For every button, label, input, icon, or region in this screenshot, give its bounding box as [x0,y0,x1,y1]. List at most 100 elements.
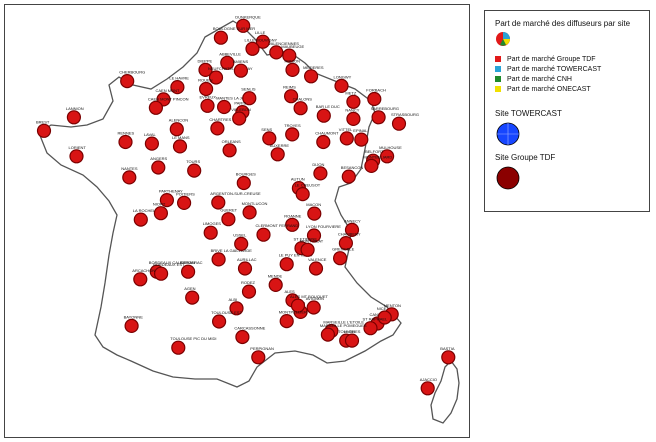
site-marker: TOULOUSE EST [211,310,242,329]
site-marker: ARCACHON [132,268,155,287]
site-label: CAEN MONT [156,88,181,93]
site-label: CHALONS [293,97,313,102]
legend-item-tdf: Part de marché Groupe TDF [495,55,596,64]
site-circle [320,327,335,342]
site-label: HYERES [344,329,361,334]
site-circle [229,301,244,316]
site-label: HIRSON [285,58,301,63]
site-label: LORIENT [69,145,87,150]
site-label: ROUEN [198,78,213,83]
site-circle [236,175,251,191]
site-marker: MENDE [268,273,283,292]
site-marker: AVIGNON [306,296,324,315]
site-label: LONGWY [334,74,352,79]
site-label: NEUFCHATEL EN BRAY [208,66,253,71]
site-label: BRIVE LA GAILLARDE [211,248,253,253]
site-circle [371,110,386,125]
site-marker: POITIERS [176,191,195,210]
site-circle [171,340,186,355]
site-marker: CHAMBERY [338,232,361,251]
site-label: VITTEL [339,127,353,132]
site-label: RODEZ [241,280,256,285]
site-label: NICE [377,306,387,311]
site-label: REIMS [283,85,296,90]
site-circle [308,261,324,276]
site-circle [339,131,354,146]
site-label: MARSEILLE POMEGUES [320,323,367,328]
site-label: ANNECY [344,218,361,223]
site-marker: CHALONS [293,97,313,116]
site-circle [306,300,321,315]
site-marker: LILLE [255,30,270,49]
site-marker: CHERBOURG [119,70,145,89]
legend-panel: Part de marché des diffuseurs par site P… [484,10,650,212]
site-marker: LA ROCHELLE [133,208,161,227]
legend-title: Part de marché des diffuseurs par site [495,19,631,28]
site-marker: LE MANS [172,135,190,154]
site-marker: EPINAL [353,128,369,147]
site-label: ALES MT BOUQUET [290,294,328,299]
site-marker: BORDEAUX EST [153,262,185,281]
site-circle [307,206,322,221]
site-marker: VITTEL [339,127,354,146]
site-circle [364,158,379,173]
site-marker: BASTIA [440,346,456,365]
site-marker: RODEZ [241,280,257,299]
site-circle [151,160,166,175]
site-marker: AJACCIO [420,377,437,396]
site-circle [251,350,266,365]
site-marker: LE PUY EN VELAY [279,253,314,272]
site-marker: HYERES [344,329,361,348]
site-circle [363,321,378,336]
site-label: CHERBOURG [119,70,145,75]
site-circle [367,91,382,107]
site-marker: VALENCIENNES [268,41,299,60]
site-label: LANNION [66,106,84,111]
site-label: VILLEBON [231,107,251,112]
site-circle [181,264,196,279]
site-circle [222,143,237,158]
site-label: GRENOBLE [332,247,355,252]
legend-site-tdf-label: Site Groupe TDF [495,153,556,162]
site-circle [187,163,202,178]
site-label: BASTIA [440,346,455,351]
site-label: PARIS [234,101,246,106]
site-label: TROYES [284,123,301,128]
site-marker: BOURGES [236,172,256,191]
site-label: MENDE [268,273,283,278]
site-marker: MULHOUSE [379,145,402,164]
site-label: SENLIS [241,87,256,92]
site-label: ORLEANS [222,139,241,144]
site-label: ALBI [229,297,238,302]
site-label: ANGERS [150,156,167,161]
site-label: PERPIGNAN [250,346,274,351]
site-label: BESANCON [341,165,364,170]
site-label: CANNES [370,312,387,317]
site-label: STRASBOURG [391,112,419,117]
site-label: BREST [36,119,50,124]
site-circle [344,333,360,348]
site-label: CHARTRES [209,117,231,122]
site-label: LYON FOURVIERE [306,224,341,229]
site-marker: ORLEANS [222,139,241,158]
site-circle [212,314,227,329]
site-label: BELFORT [365,149,384,154]
site-circle [124,318,139,333]
site-marker: GRENOBLE [332,247,355,266]
site-circle [306,228,322,243]
site-label: AURILLAC [237,257,257,262]
site-marker: CLERMONT FERRAND [256,223,298,242]
site-marker: BREST [36,119,52,138]
site-circle [234,236,249,251]
site-circle [270,147,285,162]
swatch-onecast [495,86,501,93]
site-label: LIMOGES [203,221,222,226]
site-circle [354,132,369,147]
site-circle [169,122,184,137]
site-label: MANTES LA JOLIE [216,96,251,101]
site-circle [36,123,52,138]
site-marker: NICE [377,306,392,325]
site-label: LA ROCHELLE [133,208,161,213]
